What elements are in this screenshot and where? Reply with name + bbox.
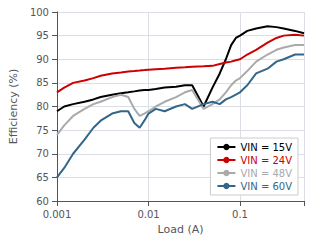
svg-text:Efficiency (%): Efficiency (%) — [7, 69, 20, 145]
svg-text:VIN = 24V: VIN = 24V — [240, 155, 292, 166]
svg-text:VIN = 60V: VIN = 60V — [240, 181, 292, 192]
svg-text:0.01: 0.01 — [137, 209, 159, 220]
svg-text:75: 75 — [36, 125, 49, 136]
svg-text:60: 60 — [36, 196, 49, 207]
svg-text:85: 85 — [36, 77, 49, 88]
svg-text:80: 80 — [36, 101, 49, 112]
svg-text:90: 90 — [36, 54, 49, 65]
svg-text:VIN = 15V: VIN = 15V — [240, 142, 292, 153]
svg-text:Load (A): Load (A) — [157, 223, 203, 236]
svg-text:65: 65 — [36, 172, 49, 183]
svg-text:70: 70 — [36, 148, 49, 159]
svg-text:95: 95 — [36, 30, 49, 41]
svg-text:0.001: 0.001 — [43, 209, 72, 220]
svg-text:100: 100 — [30, 7, 49, 18]
svg-text:VIN = 48V: VIN = 48V — [240, 168, 292, 179]
svg-text:0.1: 0.1 — [232, 209, 248, 220]
